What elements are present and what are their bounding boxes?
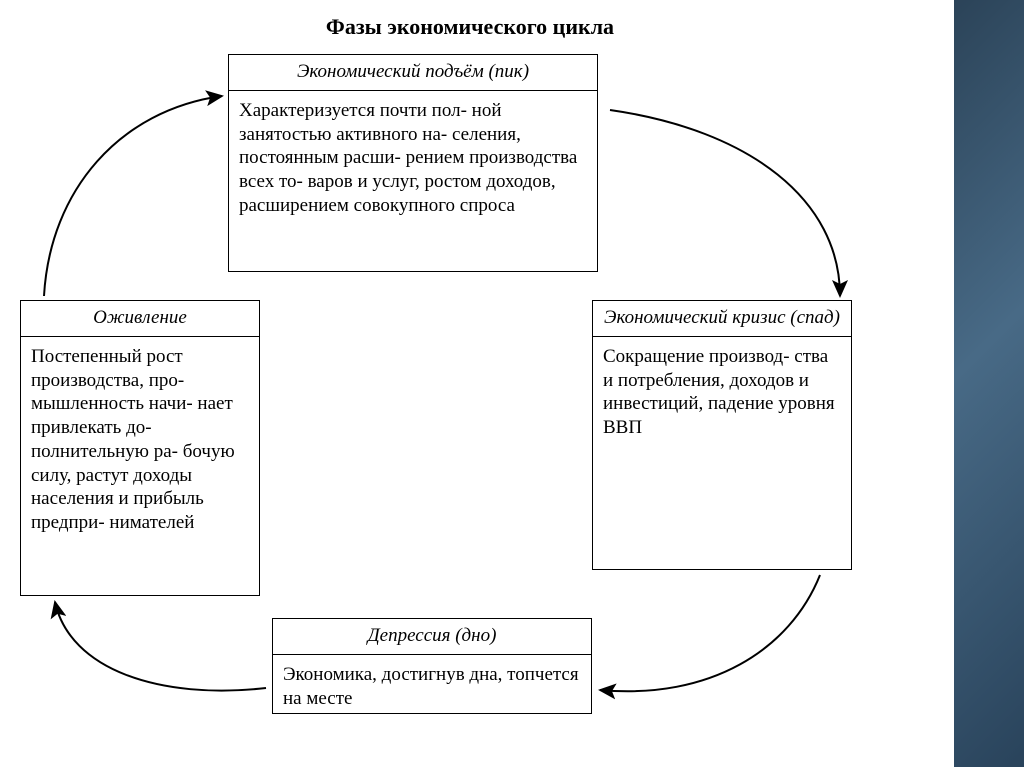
arrow-crisis-to-depression [600,575,820,691]
arrow-depression-to-recovery [55,602,266,691]
node-peak: Экономический подъём (пик) Характеризует… [228,54,598,272]
node-crisis-title: Экономический кризис (спад) [593,301,851,337]
arrow-recovery-to-peak [44,96,222,296]
node-recovery-title: Оживление [21,301,259,337]
diagram-stage: Фазы экономического цикла Экономический … [0,0,1024,767]
node-crisis-body: Сокращение производ- ства и потребления,… [593,337,851,450]
arrow-peak-to-crisis [610,110,840,296]
node-recovery: Оживление Постепенный рост производства,… [20,300,260,596]
node-peak-body: Характеризуется почти пол- ной занятость… [229,91,597,228]
node-depression: Депрессия (дно) Экономика, достигнув дна… [272,618,592,714]
page-title: Фазы экономического цикла [0,14,940,40]
node-depression-body: Экономика, достигнув дна, топчется на ме… [273,655,591,721]
node-crisis: Экономический кризис (спад) Сокращение п… [592,300,852,570]
node-peak-title: Экономический подъём (пик) [229,55,597,91]
node-recovery-body: Постепенный рост производства, про- мышл… [21,337,259,545]
decorative-side-strip [954,0,1024,767]
node-depression-title: Депрессия (дно) [273,619,591,655]
